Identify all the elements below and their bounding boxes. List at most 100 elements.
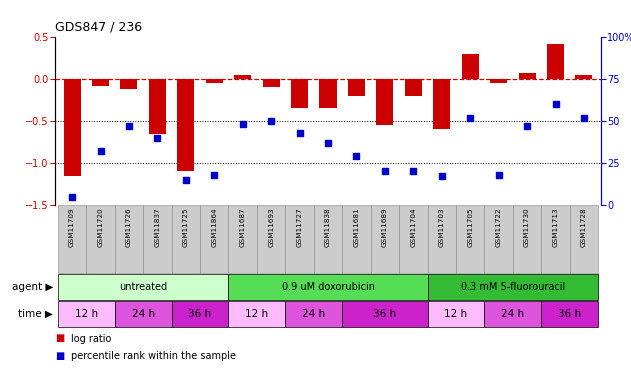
Bar xyxy=(149,79,166,134)
Bar xyxy=(200,205,228,273)
Bar xyxy=(547,44,564,79)
Text: GSM11687: GSM11687 xyxy=(240,208,245,248)
Text: time ▶: time ▶ xyxy=(18,309,53,319)
Bar xyxy=(570,205,598,273)
Text: GSM11726: GSM11726 xyxy=(126,208,132,248)
Point xyxy=(437,174,447,180)
Point xyxy=(209,172,220,178)
Bar xyxy=(206,79,223,83)
Text: GSM11838: GSM11838 xyxy=(325,208,331,248)
Bar xyxy=(58,205,86,273)
Bar xyxy=(404,79,422,96)
Text: GSM11722: GSM11722 xyxy=(495,208,502,248)
Text: GSM11689: GSM11689 xyxy=(382,208,388,248)
Point xyxy=(522,123,532,129)
Bar xyxy=(513,205,541,273)
Text: GSM11681: GSM11681 xyxy=(353,208,360,248)
Text: GSM11864: GSM11864 xyxy=(211,208,217,248)
Bar xyxy=(257,205,285,273)
Text: 24 h: 24 h xyxy=(501,309,524,319)
Point xyxy=(380,168,390,174)
Bar xyxy=(121,79,138,89)
Bar xyxy=(58,274,228,300)
Text: GSM11703: GSM11703 xyxy=(439,208,445,248)
Point xyxy=(238,122,248,128)
Bar xyxy=(462,54,479,79)
Text: 36 h: 36 h xyxy=(189,309,211,319)
Point xyxy=(295,130,305,136)
Point xyxy=(124,123,134,129)
Bar xyxy=(541,205,570,273)
Point xyxy=(579,115,589,121)
Bar xyxy=(234,75,251,79)
Bar xyxy=(342,205,370,273)
Bar xyxy=(285,205,314,273)
Bar xyxy=(177,79,194,171)
Bar xyxy=(376,79,393,125)
Bar xyxy=(485,205,513,273)
Bar xyxy=(575,75,593,79)
Bar xyxy=(86,205,115,273)
Text: GSM11720: GSM11720 xyxy=(98,208,103,248)
Point xyxy=(550,101,560,107)
Point xyxy=(493,172,504,178)
Text: ■: ■ xyxy=(55,333,64,344)
Bar xyxy=(485,301,541,327)
Bar xyxy=(314,205,342,273)
Bar xyxy=(490,79,507,83)
Point xyxy=(180,177,191,183)
Text: 0.9 uM doxorubicin: 0.9 uM doxorubicin xyxy=(281,282,375,292)
Text: GSM11725: GSM11725 xyxy=(183,208,189,248)
Text: GSM11713: GSM11713 xyxy=(553,208,558,248)
Text: 12 h: 12 h xyxy=(444,309,468,319)
Text: 12 h: 12 h xyxy=(74,309,98,319)
Text: GSM11705: GSM11705 xyxy=(467,208,473,248)
Bar xyxy=(58,301,115,327)
Bar xyxy=(228,205,257,273)
Text: GDS847 / 236: GDS847 / 236 xyxy=(55,20,142,33)
Point xyxy=(408,168,418,174)
Bar xyxy=(228,301,285,327)
Text: GSM11693: GSM11693 xyxy=(268,208,274,248)
Point xyxy=(67,194,77,200)
Text: untreated: untreated xyxy=(119,282,167,292)
Point xyxy=(323,140,333,146)
Bar xyxy=(428,301,485,327)
Bar xyxy=(348,79,365,96)
Point xyxy=(465,115,475,121)
Point xyxy=(95,148,105,154)
Bar xyxy=(319,79,336,108)
Bar xyxy=(172,301,228,327)
Bar xyxy=(143,205,172,273)
Bar xyxy=(228,274,428,300)
Text: agent ▶: agent ▶ xyxy=(11,282,53,292)
Bar xyxy=(433,79,451,129)
Point xyxy=(152,135,162,141)
Text: log ratio: log ratio xyxy=(71,333,111,344)
Text: 36 h: 36 h xyxy=(558,309,581,319)
Bar xyxy=(456,205,485,273)
Text: 12 h: 12 h xyxy=(245,309,268,319)
Bar xyxy=(285,301,342,327)
Bar xyxy=(291,79,308,108)
Bar xyxy=(172,205,200,273)
Text: GSM11704: GSM11704 xyxy=(410,208,416,248)
Point xyxy=(266,118,276,124)
Bar xyxy=(428,274,598,300)
Bar xyxy=(92,79,109,86)
Text: GSM11709: GSM11709 xyxy=(69,208,75,248)
Text: percentile rank within the sample: percentile rank within the sample xyxy=(71,351,236,361)
Text: ■: ■ xyxy=(55,351,64,361)
Bar xyxy=(519,73,536,79)
Bar xyxy=(399,205,428,273)
Point xyxy=(351,153,362,159)
Text: GSM11837: GSM11837 xyxy=(155,208,160,248)
Text: GSM11727: GSM11727 xyxy=(297,208,302,248)
Bar xyxy=(370,205,399,273)
Bar xyxy=(262,79,280,87)
Bar xyxy=(428,205,456,273)
Text: GSM11730: GSM11730 xyxy=(524,208,530,248)
Bar xyxy=(64,79,81,176)
Text: GSM11728: GSM11728 xyxy=(581,208,587,248)
Bar xyxy=(541,301,598,327)
